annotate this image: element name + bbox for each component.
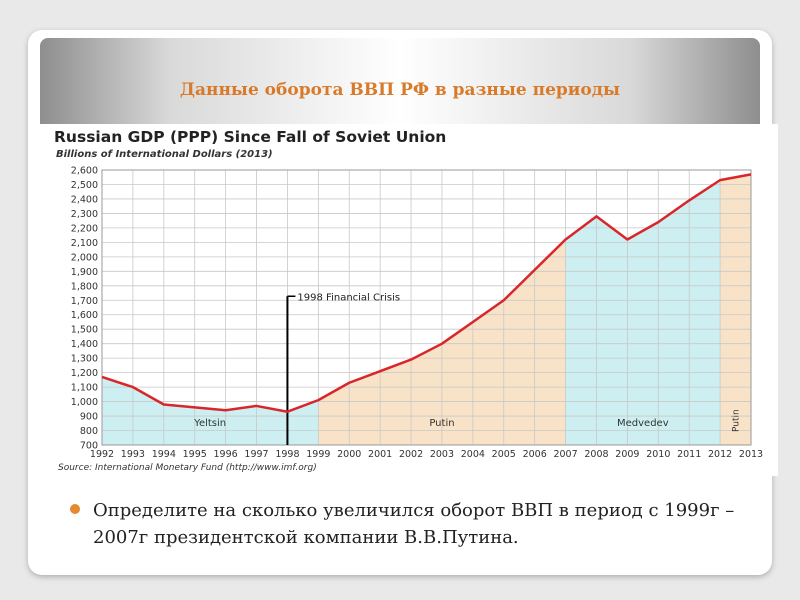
x-tick-label: 2011: [677, 449, 701, 460]
y-tick-label: 2,300: [71, 209, 98, 220]
y-tick-label: 900: [80, 412, 98, 423]
chart-card: 700 800 900 1,000 1,100 1,200 1,300 1,400 1,500 1…: [40, 124, 778, 476]
y-tick-label: 1,400: [71, 339, 98, 350]
y-tick-label: 1,600: [71, 310, 98, 321]
x-tick-label: 1998: [275, 449, 299, 460]
x-tick-label: 2006: [523, 449, 547, 460]
x-tick-label: 2004: [461, 449, 485, 460]
x-tick-label: 2010: [646, 449, 670, 460]
x-tick-label: 1997: [244, 449, 268, 460]
x-tick-label: 1994: [152, 449, 176, 460]
chart-subtitle: Billions of International Dollars (2013): [56, 149, 273, 160]
y-tick-label: 1,300: [71, 354, 98, 365]
y-tick-label: 800: [80, 426, 98, 437]
period-fill-3: [720, 174, 751, 445]
y-tick-label: 2,100: [71, 238, 98, 249]
y-tick-label: 1,000: [71, 397, 98, 408]
x-tick-label: 1995: [183, 449, 207, 460]
x-tick-label: 2003: [430, 449, 454, 460]
period-fill-2: [565, 180, 721, 445]
x-tick-label: 2000: [337, 449, 361, 460]
x-tick-label: 1996: [214, 449, 238, 460]
x-tick-label: 2007: [553, 449, 577, 460]
plot-border: [101, 169, 752, 446]
bullet-question: Определите на сколько увеличился оборот …: [93, 500, 735, 548]
y-tick-label: 1,800: [71, 281, 98, 292]
x-tick-label: 1999: [306, 449, 330, 460]
x-tick-label: 2001: [368, 449, 392, 460]
x-tick-label: 2009: [615, 449, 639, 460]
y-tick-label: 2,000: [71, 252, 98, 263]
chart-title: Russian GDP (PPP) Since Fall of Soviet U…: [54, 128, 447, 146]
y-tick-label: 2,500: [71, 180, 98, 191]
gdp-chart: 700 800 900 1,000 1,100 1,200 1,300 1,400 1,500 1…: [71, 166, 763, 461]
y-tick-label: 2,400: [71, 194, 98, 205]
y-tick-label: 2,600: [71, 166, 98, 177]
x-tick-label: 1992: [90, 449, 114, 460]
period-label-3: Putin: [732, 409, 742, 432]
y-tick-label: 1,700: [71, 296, 98, 307]
x-tick-label: 2002: [399, 449, 423, 460]
y-tick-label: 700: [80, 441, 98, 452]
period-fill-0: [102, 376, 319, 445]
x-tick-label: 2008: [584, 449, 608, 460]
period-label-2: Medvedev: [617, 418, 669, 429]
y-tick-label: 1,100: [71, 383, 98, 394]
y-tick-label: 2,200: [71, 223, 98, 234]
y-tick-label: 1,200: [71, 368, 98, 379]
bullet-icon: [70, 504, 80, 514]
x-tick-label: 2012: [708, 449, 732, 460]
y-tick-label: 1,900: [71, 267, 98, 278]
x-tick-label: 2013: [739, 449, 763, 460]
period-label-1: Putin: [429, 418, 454, 429]
x-tick-label: 1993: [121, 449, 145, 460]
slide-title: Данные оборота ВВП РФ в разные периоды: [179, 80, 621, 100]
crisis-annotation-label: 1998 Financial Crisis: [297, 292, 400, 303]
y-tick-label: 1,500: [71, 325, 98, 336]
chart-source: Source: International Monetary Fund (htt…: [58, 463, 317, 473]
gdp-series-line: [101, 173, 752, 413]
x-tick-label: 2005: [492, 449, 516, 460]
period-label-0: Yeltsin: [193, 418, 226, 429]
